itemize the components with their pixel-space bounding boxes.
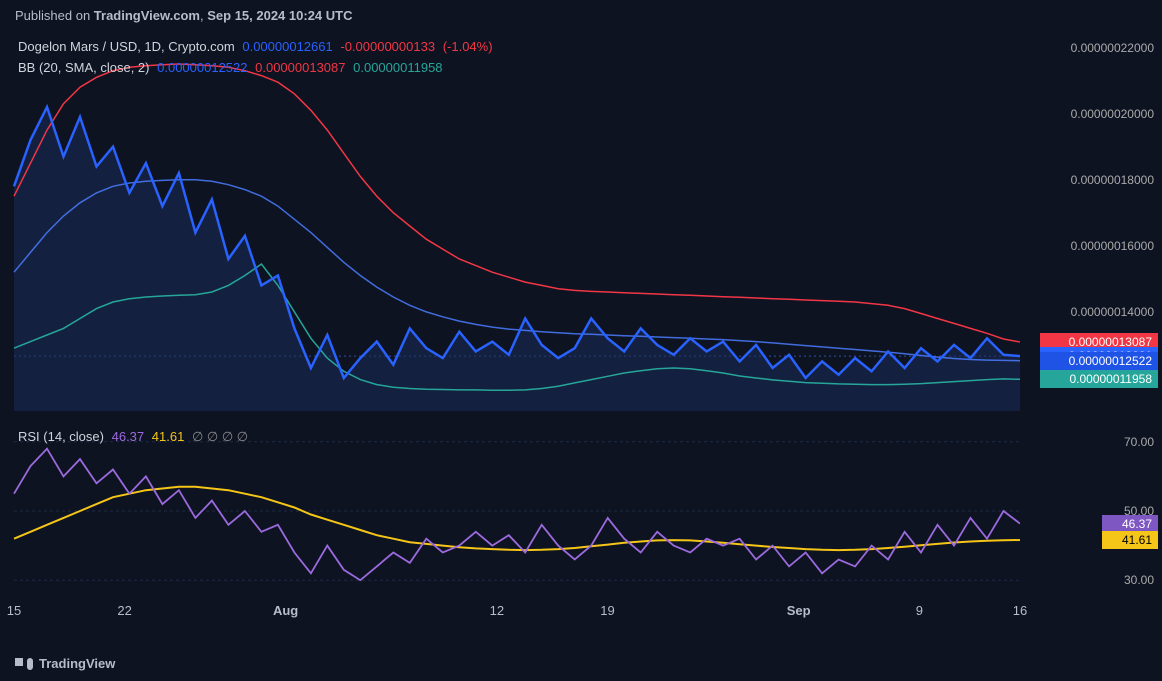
rsi-y-axis: 70.0050.0030.0046.3741.61 [1032, 421, 1162, 601]
x-tick: 16 [1013, 603, 1027, 618]
y-tick: 0.00000014000 [1071, 305, 1154, 319]
price-tag: 0.00000012522 [1040, 352, 1158, 370]
main-price-chart[interactable]: Dogelon Mars / USD, 1D, Crypto.com 0.000… [0, 31, 1162, 411]
main-y-axis: 0.00000022000 0.00000020000 0.00000018000 0… [1032, 31, 1162, 411]
y-tick: 0.00000016000 [1071, 239, 1154, 253]
price-change: -0.00000000133 [340, 39, 435, 54]
x-tick: 12 [490, 603, 504, 618]
price-value: 0.00000012661 [242, 39, 332, 54]
price-pct: (-1.04%) [443, 39, 493, 54]
bb-upper-val: 0.00000013087 [255, 60, 345, 75]
time-x-axis: 1522Aug1219Sep916 [14, 601, 1034, 625]
price-tag: 46.37 [1102, 515, 1158, 533]
rsi-label: RSI (14, close) [18, 429, 104, 444]
rsi-val2: 41.61 [152, 429, 185, 444]
y-tick: 0.00000020000 [1071, 107, 1154, 121]
main-legend: Dogelon Mars / USD, 1D, Crypto.com 0.000… [18, 37, 497, 79]
rsi-chart[interactable]: RSI (14, close) 46.37 41.61 ∅ ∅ ∅ ∅ 70.0… [0, 421, 1162, 601]
rsi-legend: RSI (14, close) 46.37 41.61 ∅ ∅ ∅ ∅ [18, 427, 252, 448]
rsi-chart-svg [0, 421, 1020, 601]
footer-text: TradingView [39, 656, 115, 671]
x-tick: 19 [600, 603, 614, 618]
x-tick: Sep [787, 603, 811, 618]
main-chart-svg [0, 31, 1020, 411]
y-tick: 0.00000018000 [1071, 173, 1154, 187]
footer-brand: TradingView [15, 656, 115, 671]
rsi-nulls: ∅ ∅ ∅ ∅ [192, 429, 248, 444]
y-tick: 70.00 [1124, 435, 1154, 449]
bb-lower-val: 0.00000011958 [353, 60, 442, 75]
price-tag: 41.61 [1102, 531, 1158, 549]
publish-header: Published on TradingView.com, Sep 15, 20… [0, 0, 1162, 31]
header-prefix: Published on [15, 8, 90, 23]
bb-mid-val: 0.00000012522 [157, 60, 247, 75]
rsi-val1: 46.37 [112, 429, 145, 444]
chart-container: Dogelon Mars / USD, 1D, Crypto.com 0.000… [0, 31, 1162, 625]
x-tick: 15 [7, 603, 21, 618]
y-tick: 0.00000022000 [1071, 41, 1154, 55]
x-tick: 9 [916, 603, 923, 618]
header-date: Sep 15, 2024 10:24 UTC [207, 8, 352, 23]
bb-label: BB (20, SMA, close, 2) [18, 60, 150, 75]
x-tick: Aug [273, 603, 298, 618]
x-tick: 22 [117, 603, 131, 618]
symbol-label: Dogelon Mars / USD, 1D, Crypto.com [18, 39, 235, 54]
price-tag: 0.00000011958 [1040, 370, 1158, 388]
y-tick: 30.00 [1124, 573, 1154, 587]
header-site: TradingView.com [94, 8, 200, 23]
tradingview-logo-icon [15, 658, 33, 670]
